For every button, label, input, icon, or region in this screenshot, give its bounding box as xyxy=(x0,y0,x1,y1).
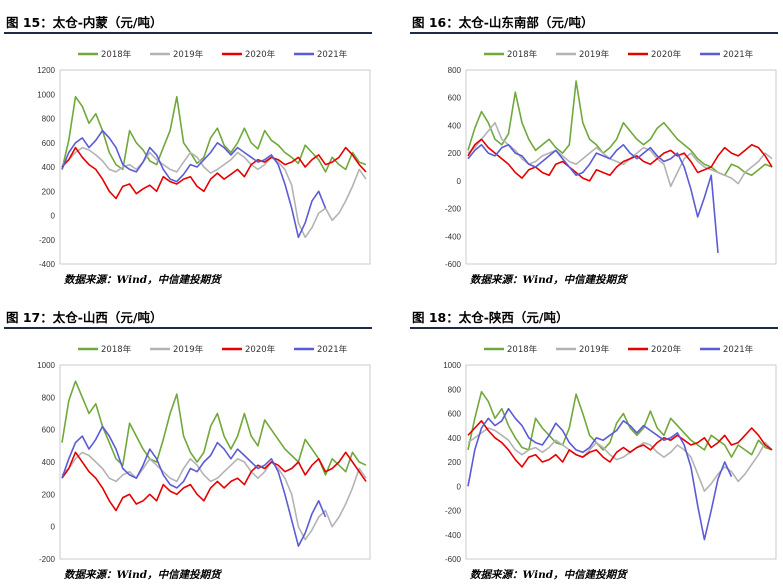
y-tick-label: 800 xyxy=(448,66,462,75)
y-tick-label: 400 xyxy=(42,163,56,172)
legend-label: 2018年 xyxy=(507,49,538,60)
legend-label: 2021年 xyxy=(723,344,754,355)
series-line xyxy=(467,138,773,182)
series-line xyxy=(61,146,367,200)
y-tick-label: 800 xyxy=(448,385,462,394)
legend-label: 2019年 xyxy=(579,49,610,60)
y-tick-label: -200 xyxy=(39,236,56,245)
y-tick-label: 400 xyxy=(42,458,56,467)
chart-title: 图 18：太仓-陕西（元/吨） xyxy=(412,310,569,325)
series-line xyxy=(467,80,773,177)
legend-label: 2020年 xyxy=(651,49,682,60)
y-tick-label: -400 xyxy=(39,260,56,269)
y-tick-label: 200 xyxy=(448,149,462,158)
plot-area xyxy=(465,69,777,265)
line-chart: -200 0 200 400 600 800 1000 2018年 2019年 2020年 2021… xyxy=(37,344,371,564)
plot-area xyxy=(59,364,371,560)
legend-label: 2021年 xyxy=(317,49,348,60)
title-divider xyxy=(4,327,372,329)
y-tick-label: -200 xyxy=(445,507,462,516)
series-line xyxy=(61,380,367,476)
series-line xyxy=(467,390,773,458)
y-tick-label: 1000 xyxy=(443,361,461,370)
legend-label: 2018年 xyxy=(507,344,538,355)
y-tick-label: 600 xyxy=(448,410,462,419)
series-line xyxy=(61,451,367,541)
plot-area xyxy=(465,364,777,560)
line-chart: -600 -400 -200 0 200 400 600 800 2018年 2019年 2020年… xyxy=(445,49,777,269)
plot-area xyxy=(59,69,371,265)
y-tick-label: 600 xyxy=(42,139,56,148)
panel-chart-18: 图 18：太仓-陕西（元/吨） -600 -400 -200 0 200 400 600 80… xyxy=(406,295,778,581)
source-note: 数据来源：Wind，中信建投期货 xyxy=(470,274,627,286)
series-line xyxy=(61,425,327,547)
title-divider xyxy=(4,32,372,34)
source-note: 数据来源：Wind，中信建投期货 xyxy=(470,569,627,581)
source-note: 数据来源：Wind，中信建投期货 xyxy=(64,274,221,286)
y-tick-label: 200 xyxy=(42,187,56,196)
y-tick-label: 600 xyxy=(448,94,462,103)
title-divider xyxy=(410,327,778,329)
series-line xyxy=(61,146,367,239)
y-tick-label: -200 xyxy=(39,555,56,564)
y-tick-label: 600 xyxy=(42,426,56,435)
y-tick-label: 0 xyxy=(51,523,56,532)
y-tick-label: 400 xyxy=(448,121,462,130)
series-line xyxy=(467,420,773,468)
y-tick-label: 200 xyxy=(42,490,56,499)
y-tick-label: 1000 xyxy=(37,90,55,99)
y-tick-label: -400 xyxy=(445,232,462,241)
legend-label: 2020年 xyxy=(245,49,276,60)
legend-label: 2018年 xyxy=(101,49,132,60)
line-chart: -400 -200 0 200 400 600 800 1000 1200 2018年 2019年 2… xyxy=(37,49,371,269)
y-tick-label: -400 xyxy=(445,531,462,540)
y-tick-label: 0 xyxy=(51,212,56,221)
y-tick-label: 200 xyxy=(448,458,462,467)
y-tick-label: -600 xyxy=(445,260,462,269)
panel-chart-15: 图 15：太仓-内蒙（元/吨） -400 -200 0 200 400 600 800 100… xyxy=(0,0,372,286)
y-tick-label: 1200 xyxy=(37,66,55,75)
legend-label: 2020年 xyxy=(651,344,682,355)
legend-label: 2020年 xyxy=(245,344,276,355)
series-line xyxy=(61,95,367,173)
series-line xyxy=(61,451,367,512)
legend-label: 2019年 xyxy=(173,344,204,355)
legend-label: 2019年 xyxy=(579,344,610,355)
chart-title: 图 17：太仓-山西（元/吨） xyxy=(6,310,163,325)
y-tick-label: 400 xyxy=(448,434,462,443)
series-line xyxy=(467,407,733,541)
source-note: 数据来源：Wind，中信建投期货 xyxy=(64,569,221,581)
legend-label: 2021年 xyxy=(723,49,754,60)
legend-label: 2021年 xyxy=(317,344,348,355)
chart-title: 图 15：太仓-内蒙（元/吨） xyxy=(6,15,163,30)
y-tick-label: 800 xyxy=(42,115,56,124)
y-tick-label: 800 xyxy=(42,393,56,402)
y-tick-label: -600 xyxy=(445,555,462,564)
legend-label: 2019年 xyxy=(173,49,204,60)
series-line xyxy=(61,129,327,239)
y-tick-label: 1000 xyxy=(37,361,55,370)
y-tick-label: 0 xyxy=(457,482,462,491)
panel-chart-17: 图 17：太仓-山西（元/吨） -200 0 200 400 600 800 1000 201… xyxy=(0,295,372,581)
chart-title: 图 16：太仓-山东南部（元/吨） xyxy=(412,15,594,30)
line-chart: -600 -400 -200 0 200 400 600 800 1000 2018年 2019年 2… xyxy=(443,344,777,564)
y-tick-label: -200 xyxy=(445,205,462,214)
y-tick-label: 0 xyxy=(457,177,462,186)
title-divider xyxy=(410,32,778,34)
legend-label: 2018年 xyxy=(101,344,132,355)
panel-chart-16: 图 16：太仓-山东南部（元/吨） -600 -400 -200 0 200 400 600… xyxy=(406,0,778,286)
series-line xyxy=(467,144,719,253)
